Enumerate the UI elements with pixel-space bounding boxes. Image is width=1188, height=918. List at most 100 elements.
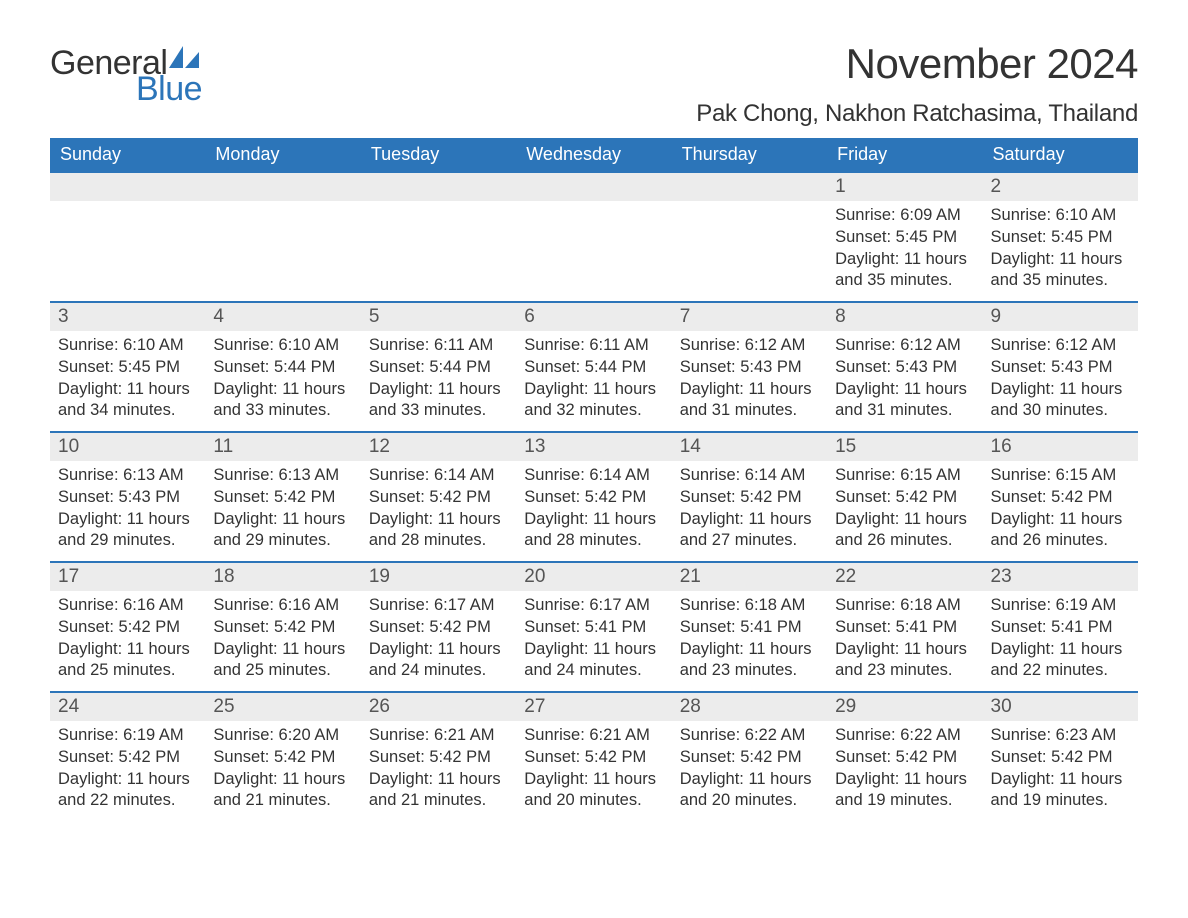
day-number: 10 (50, 433, 205, 461)
day-body: Sunrise: 6:18 AMSunset: 5:41 PMDaylight:… (827, 591, 982, 688)
sunset-text: Sunset: 5:43 PM (680, 357, 819, 379)
day-body: Sunrise: 6:11 AMSunset: 5:44 PMDaylight:… (516, 331, 671, 428)
sail-icon (169, 40, 199, 74)
day-number (672, 173, 827, 201)
day-number: 11 (205, 433, 360, 461)
day-number: 26 (361, 693, 516, 721)
day-of-week-header: Saturday (983, 138, 1138, 171)
sunrise-text: Sunrise: 6:16 AM (213, 595, 352, 617)
day-number: 28 (672, 693, 827, 721)
sunset-text: Sunset: 5:44 PM (524, 357, 663, 379)
header: General Blue November 2024 Pak Chong, Na… (50, 40, 1138, 128)
sunset-text: Sunset: 5:43 PM (835, 357, 974, 379)
day-number: 8 (827, 303, 982, 331)
daylight-text: Daylight: 11 hours and 22 minutes. (58, 769, 197, 813)
day-body: Sunrise: 6:13 AMSunset: 5:43 PMDaylight:… (50, 461, 205, 558)
day-cell: 13Sunrise: 6:14 AMSunset: 5:42 PMDayligh… (516, 433, 671, 561)
day-cell (516, 173, 671, 301)
day-body: Sunrise: 6:22 AMSunset: 5:42 PMDaylight:… (672, 721, 827, 818)
daylight-text: Daylight: 11 hours and 22 minutes. (991, 639, 1130, 683)
daylight-text: Daylight: 11 hours and 21 minutes. (213, 769, 352, 813)
sunset-text: Sunset: 5:44 PM (213, 357, 352, 379)
day-body: Sunrise: 6:17 AMSunset: 5:42 PMDaylight:… (361, 591, 516, 688)
month-title: November 2024 (696, 40, 1138, 88)
week-row: 1Sunrise: 6:09 AMSunset: 5:45 PMDaylight… (50, 171, 1138, 301)
day-body: Sunrise: 6:21 AMSunset: 5:42 PMDaylight:… (516, 721, 671, 818)
daylight-text: Daylight: 11 hours and 31 minutes. (680, 379, 819, 423)
sunset-text: Sunset: 5:42 PM (991, 487, 1130, 509)
day-body: Sunrise: 6:22 AMSunset: 5:42 PMDaylight:… (827, 721, 982, 818)
day-number (516, 173, 671, 201)
day-cell: 27Sunrise: 6:21 AMSunset: 5:42 PMDayligh… (516, 693, 671, 821)
week-row: 24Sunrise: 6:19 AMSunset: 5:42 PMDayligh… (50, 691, 1138, 821)
daylight-text: Daylight: 11 hours and 23 minutes. (680, 639, 819, 683)
sunrise-text: Sunrise: 6:10 AM (991, 205, 1130, 227)
sunset-text: Sunset: 5:43 PM (58, 487, 197, 509)
sunrise-text: Sunrise: 6:14 AM (369, 465, 508, 487)
day-of-week-header: Thursday (672, 138, 827, 171)
day-number: 2 (983, 173, 1138, 201)
sunrise-text: Sunrise: 6:16 AM (58, 595, 197, 617)
day-body: Sunrise: 6:16 AMSunset: 5:42 PMDaylight:… (50, 591, 205, 688)
day-cell: 19Sunrise: 6:17 AMSunset: 5:42 PMDayligh… (361, 563, 516, 691)
day-number: 12 (361, 433, 516, 461)
day-number (50, 173, 205, 201)
day-cell: 8Sunrise: 6:12 AMSunset: 5:43 PMDaylight… (827, 303, 982, 431)
sunset-text: Sunset: 5:45 PM (991, 227, 1130, 249)
sunrise-text: Sunrise: 6:12 AM (991, 335, 1130, 357)
day-number: 16 (983, 433, 1138, 461)
sunset-text: Sunset: 5:42 PM (524, 747, 663, 769)
day-of-week-header: Friday (827, 138, 982, 171)
day-number: 22 (827, 563, 982, 591)
sunset-text: Sunset: 5:42 PM (835, 747, 974, 769)
sunrise-text: Sunrise: 6:13 AM (58, 465, 197, 487)
day-cell (361, 173, 516, 301)
sunset-text: Sunset: 5:42 PM (369, 617, 508, 639)
sunrise-text: Sunrise: 6:09 AM (835, 205, 974, 227)
sunset-text: Sunset: 5:42 PM (835, 487, 974, 509)
day-number: 20 (516, 563, 671, 591)
day-number: 25 (205, 693, 360, 721)
weeks-container: 1Sunrise: 6:09 AMSunset: 5:45 PMDaylight… (50, 171, 1138, 821)
sunrise-text: Sunrise: 6:10 AM (58, 335, 197, 357)
daylight-text: Daylight: 11 hours and 24 minutes. (524, 639, 663, 683)
day-cell: 12Sunrise: 6:14 AMSunset: 5:42 PMDayligh… (361, 433, 516, 561)
day-cell: 10Sunrise: 6:13 AMSunset: 5:43 PMDayligh… (50, 433, 205, 561)
daylight-text: Daylight: 11 hours and 26 minutes. (991, 509, 1130, 553)
daylight-text: Daylight: 11 hours and 29 minutes. (213, 509, 352, 553)
day-body: Sunrise: 6:18 AMSunset: 5:41 PMDaylight:… (672, 591, 827, 688)
day-number: 6 (516, 303, 671, 331)
day-number: 19 (361, 563, 516, 591)
day-cell: 11Sunrise: 6:13 AMSunset: 5:42 PMDayligh… (205, 433, 360, 561)
sunrise-text: Sunrise: 6:10 AM (213, 335, 352, 357)
sunset-text: Sunset: 5:42 PM (369, 487, 508, 509)
day-cell: 1Sunrise: 6:09 AMSunset: 5:45 PMDaylight… (827, 173, 982, 301)
sunset-text: Sunset: 5:42 PM (991, 747, 1130, 769)
day-number: 9 (983, 303, 1138, 331)
sunrise-text: Sunrise: 6:21 AM (369, 725, 508, 747)
sunset-text: Sunset: 5:41 PM (835, 617, 974, 639)
day-number: 13 (516, 433, 671, 461)
week-row: 17Sunrise: 6:16 AMSunset: 5:42 PMDayligh… (50, 561, 1138, 691)
day-body: Sunrise: 6:13 AMSunset: 5:42 PMDaylight:… (205, 461, 360, 558)
day-number: 5 (361, 303, 516, 331)
sunset-text: Sunset: 5:42 PM (58, 747, 197, 769)
daylight-text: Daylight: 11 hours and 23 minutes. (835, 639, 974, 683)
sunrise-text: Sunrise: 6:19 AM (991, 595, 1130, 617)
day-body: Sunrise: 6:16 AMSunset: 5:42 PMDaylight:… (205, 591, 360, 688)
daylight-text: Daylight: 11 hours and 34 minutes. (58, 379, 197, 423)
day-of-week-header: Monday (205, 138, 360, 171)
day-number: 14 (672, 433, 827, 461)
day-body: Sunrise: 6:12 AMSunset: 5:43 PMDaylight:… (827, 331, 982, 428)
daylight-text: Daylight: 11 hours and 33 minutes. (369, 379, 508, 423)
day-cell: 14Sunrise: 6:14 AMSunset: 5:42 PMDayligh… (672, 433, 827, 561)
sunset-text: Sunset: 5:42 PM (58, 617, 197, 639)
sunrise-text: Sunrise: 6:13 AM (213, 465, 352, 487)
location-title: Pak Chong, Nakhon Ratchasima, Thailand (696, 100, 1138, 128)
day-of-week-header: Sunday (50, 138, 205, 171)
daylight-text: Daylight: 11 hours and 33 minutes. (213, 379, 352, 423)
day-cell: 2Sunrise: 6:10 AMSunset: 5:45 PMDaylight… (983, 173, 1138, 301)
day-cell: 24Sunrise: 6:19 AMSunset: 5:42 PMDayligh… (50, 693, 205, 821)
sunrise-text: Sunrise: 6:15 AM (835, 465, 974, 487)
daylight-text: Daylight: 11 hours and 19 minutes. (991, 769, 1130, 813)
